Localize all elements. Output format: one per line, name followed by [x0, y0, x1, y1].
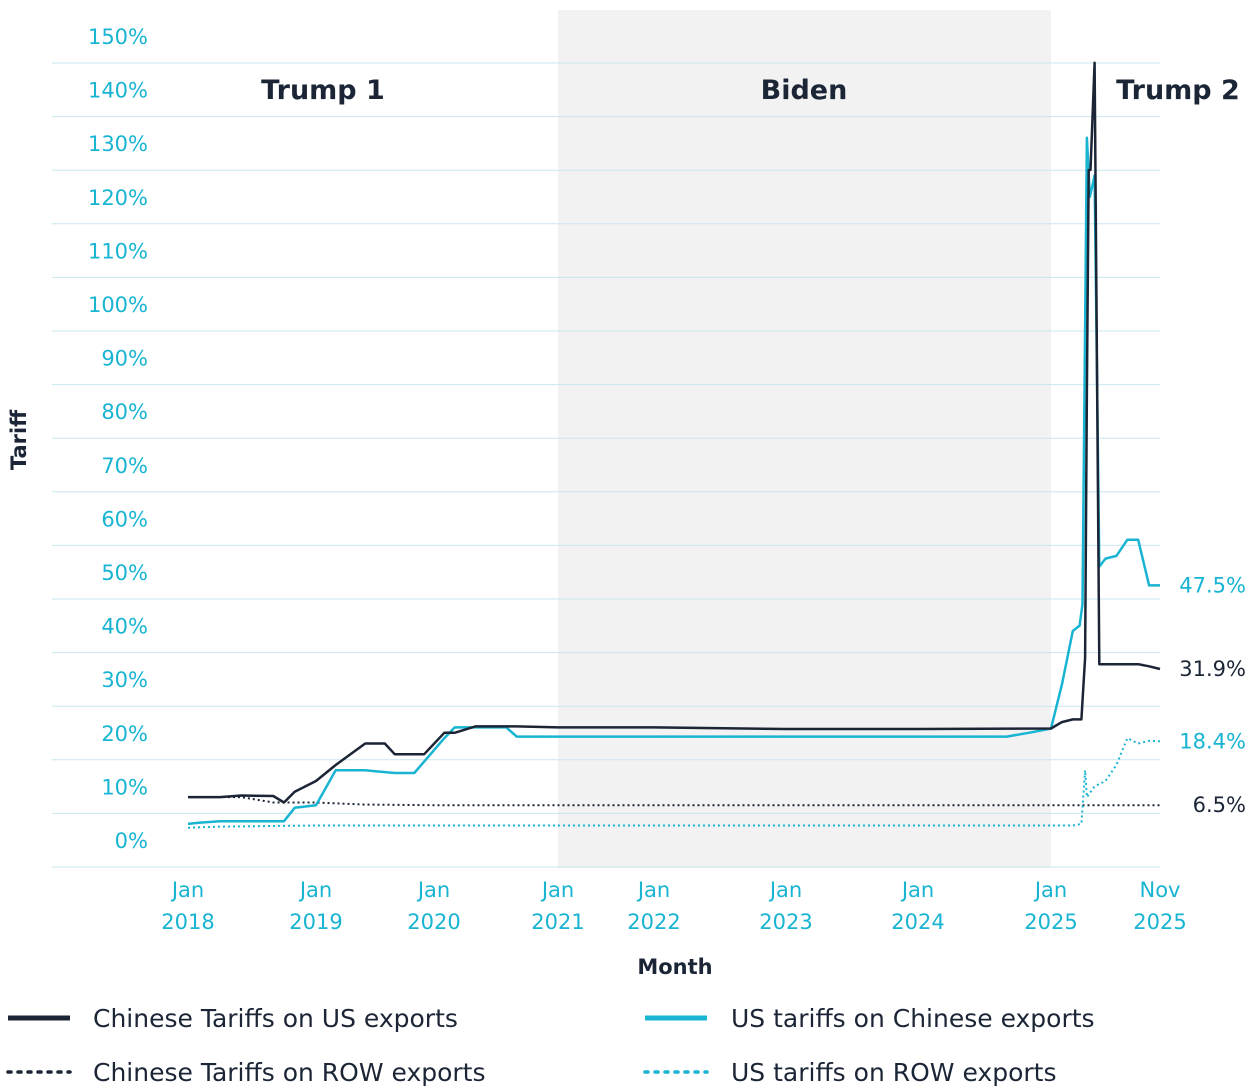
- era-label: Trump 1: [261, 75, 385, 106]
- era-labels: Trump 1 Biden Trump 2: [261, 75, 1240, 106]
- y-tick-label: 70%: [101, 454, 148, 478]
- legend-item-us-tariffs-chinese: US tariffs on Chinese exports: [645, 1004, 1095, 1033]
- shaded-period-biden: [558, 10, 1051, 868]
- x-tick-label: Nov: [1140, 878, 1181, 902]
- y-tick-label: 150%: [88, 25, 148, 49]
- shaded-periods: [558, 10, 1051, 868]
- y-tick-label: 50%: [101, 561, 148, 585]
- y-tick-label: 100%: [88, 293, 148, 317]
- series-lines: [187, 61, 1161, 829]
- y-tick-label: 10%: [101, 775, 148, 799]
- legend-label: Chinese Tariffs on ROW exports: [93, 1058, 486, 1087]
- x-tick-label: Jan: [170, 878, 204, 902]
- x-tick-label: 2025: [1133, 910, 1186, 934]
- x-tick-label: Jan: [540, 878, 574, 902]
- x-tick-label: Jan: [416, 878, 450, 902]
- y-axis-title: Tariff: [7, 409, 31, 470]
- x-tick-label: 2022: [627, 910, 680, 934]
- x-tick-label: 2019: [289, 910, 342, 934]
- y-tick-label: 130%: [88, 132, 148, 156]
- era-label: Biden: [761, 75, 848, 106]
- x-tick-label: 2020: [407, 910, 460, 934]
- era-label: Trump 2: [1116, 75, 1240, 106]
- x-tick-label: 2023: [759, 910, 812, 934]
- x-axis-title: Month: [637, 955, 712, 979]
- y-tick-label: 60%: [101, 507, 148, 531]
- x-tick-label: 2021: [531, 910, 584, 934]
- y-tick-label: 40%: [101, 615, 148, 639]
- legend-label: Chinese Tariffs on US exports: [93, 1004, 458, 1033]
- legend-label: US tariffs on Chinese exports: [731, 1004, 1095, 1033]
- end-value-labels: 31.9% 47.5% 6.5% 18.4%: [1179, 573, 1246, 817]
- y-tick-label: 120%: [88, 186, 148, 210]
- legend-item-chinese-tariffs-row: Chinese Tariffs on ROW exports: [6, 1058, 486, 1087]
- legend: Chinese Tariffs on US exports US tariffs…: [6, 1004, 1095, 1087]
- end-value-label: 31.9%: [1179, 657, 1246, 681]
- y-axis-ticks: 0% 10% 20% 30% 40% 50% 60% 70% 80% 90% 100% 110% 120…: [88, 25, 148, 853]
- y-tick-label: 30%: [101, 668, 148, 692]
- x-tick-label: 2024: [891, 910, 944, 934]
- x-axis-ticks: Jan 2018 Jan 2019 Jan 2020 Jan 2021 Jan 2022 Jan 20…: [161, 878, 1186, 934]
- end-value-label: 47.5%: [1179, 573, 1246, 597]
- legend-label: US tariffs on ROW exports: [731, 1058, 1056, 1087]
- x-tick-label: 2018: [161, 910, 214, 934]
- y-tick-label: 110%: [88, 239, 148, 263]
- y-tick-label: 0%: [115, 829, 148, 853]
- y-tick-label: 80%: [101, 400, 148, 424]
- x-tick-label: Jan: [636, 878, 670, 902]
- x-tick-label: 2025: [1024, 910, 1077, 934]
- series-line-chinese-tariffs-on-us-exports: [188, 61, 1161, 804]
- x-tick-label: Jan: [768, 878, 802, 902]
- legend-item-us-tariffs-row: US tariffs on ROW exports: [643, 1058, 1056, 1087]
- x-tick-label: Jan: [298, 878, 332, 902]
- x-tick-label: Jan: [900, 878, 934, 902]
- y-tick-label: 20%: [101, 722, 148, 746]
- series-line-us-tariffs-on-row-exports: [187, 737, 1161, 829]
- end-value-label: 6.5%: [1193, 793, 1246, 817]
- x-tick-label: Jan: [1033, 878, 1067, 902]
- y-tick-label: 90%: [101, 347, 148, 371]
- end-value-label: 18.4%: [1179, 729, 1246, 753]
- y-tick-label: 140%: [88, 79, 148, 103]
- series-line-chinese-tariffs-on-row-exports: [188, 796, 1160, 807]
- legend-item-chinese-tariffs-us: Chinese Tariffs on US exports: [8, 1004, 458, 1033]
- gridlines: [52, 62, 1160, 868]
